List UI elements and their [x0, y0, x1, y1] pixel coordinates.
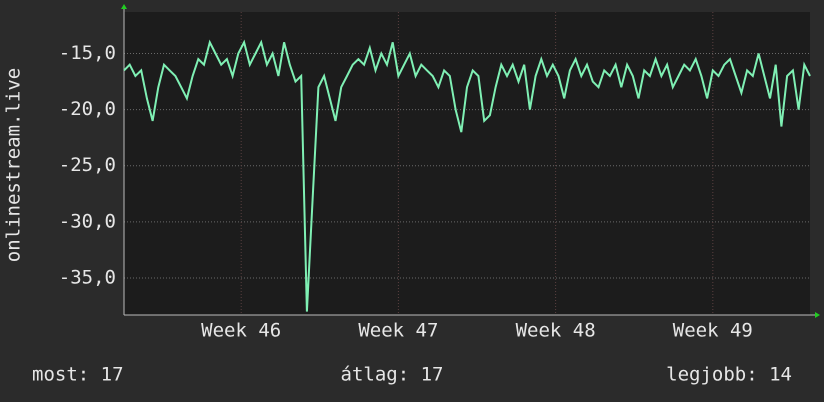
footer-best: legjobb: 14	[666, 364, 792, 386]
y-tick-label: -15,0	[59, 42, 116, 64]
x-tick-label: Week 46	[201, 320, 281, 342]
y-tick-label: -20,0	[59, 98, 116, 120]
data-line	[123, 39, 811, 312]
y-axis-label: onlinestream.live	[3, 68, 25, 262]
x-tick-label: Week 49	[673, 320, 753, 342]
axis-arrow	[815, 312, 820, 318]
y-tick-label: -35,0	[59, 266, 116, 288]
x-tick-label: Week 47	[358, 320, 438, 342]
x-tick-label: Week 48	[516, 320, 596, 342]
footer-current: most: 17	[32, 364, 124, 386]
axis-arrow	[121, 4, 127, 9]
y-tick-label: -25,0	[59, 154, 116, 176]
y-tick-label: -30,0	[59, 210, 116, 232]
footer-average: átlag: 17	[341, 364, 444, 386]
plot-area	[124, 12, 810, 315]
